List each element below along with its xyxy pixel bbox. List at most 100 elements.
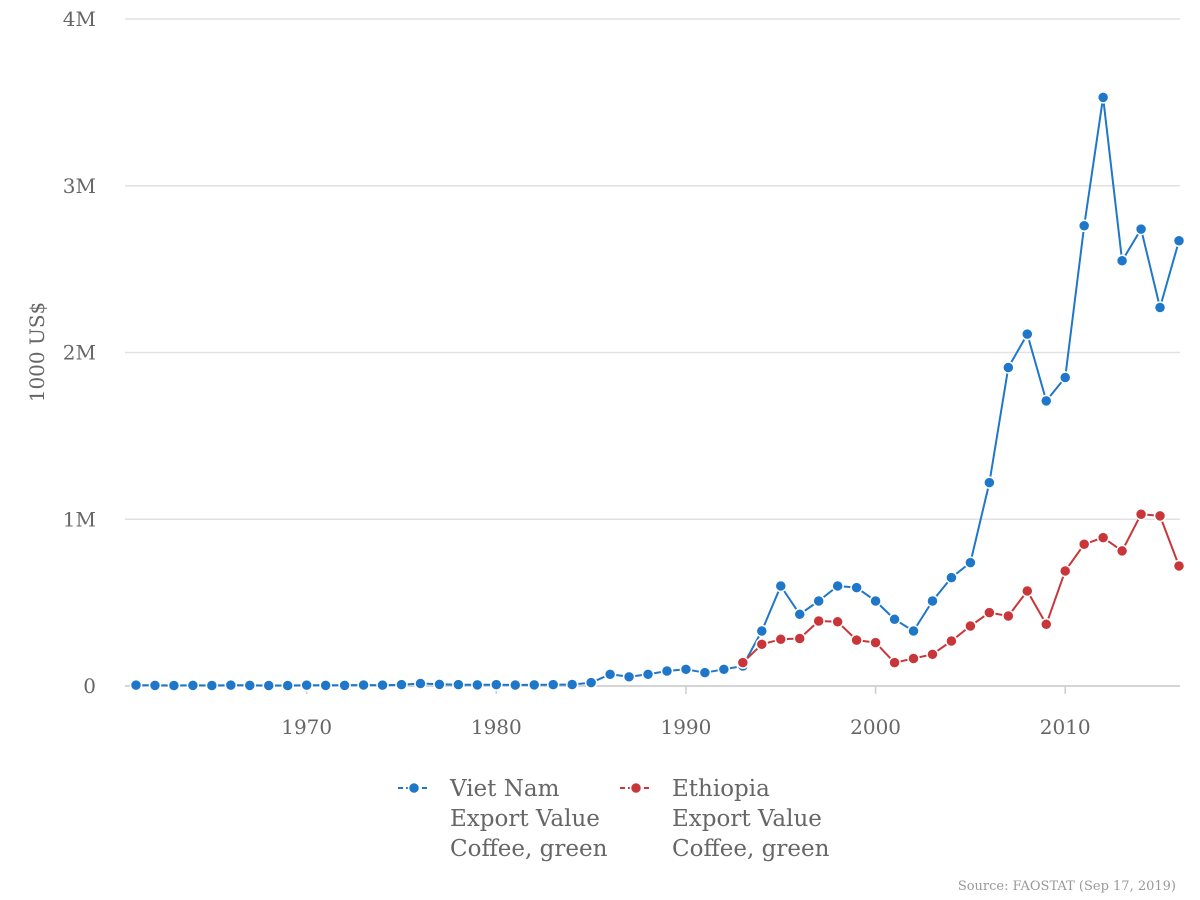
data-point[interactable] [793, 632, 806, 645]
data-point[interactable] [774, 579, 788, 593]
data-point[interactable] [755, 624, 769, 638]
legend-label: Ethiopia [672, 776, 770, 802]
data-point[interactable] [1115, 254, 1129, 268]
data-point[interactable] [1134, 222, 1148, 236]
data-point[interactable] [584, 676, 598, 689]
y-axis: 0 1M 2M 3M 4M [63, 7, 96, 698]
data-point[interactable] [850, 633, 863, 647]
data-point[interactable] [641, 668, 655, 681]
data-point[interactable] [1096, 91, 1110, 104]
x-tick-label: 1990 [660, 715, 711, 739]
data-point[interactable] [262, 679, 275, 692]
data-point[interactable] [1058, 371, 1072, 384]
data-point[interactable] [319, 679, 332, 692]
data-point[interactable] [812, 614, 825, 628]
source-note: Source: FAOSTAT (Sep 17, 2019) [958, 879, 1176, 894]
data-point[interactable] [945, 634, 958, 648]
data-point[interactable] [1040, 394, 1053, 408]
data-point[interactable] [964, 556, 977, 569]
data-point[interactable] [888, 656, 901, 669]
data-point[interactable] [983, 476, 996, 489]
data-point[interactable] [698, 666, 712, 679]
data-point[interactable] [357, 678, 370, 692]
data-point[interactable] [983, 606, 996, 619]
data-point[interactable] [831, 615, 844, 629]
data-point[interactable] [205, 679, 219, 692]
data-point[interactable] [622, 670, 636, 684]
data-point[interactable] [850, 581, 863, 594]
data-point[interactable] [376, 678, 389, 692]
data-point[interactable] [414, 677, 427, 690]
legend-marker-symbol [629, 781, 643, 795]
data-point[interactable] [338, 679, 351, 692]
data-point[interactable] [926, 594, 939, 608]
data-point[interactable] [679, 663, 693, 676]
data-point[interactable] [509, 678, 522, 692]
legend-label: Viet Nam [449, 776, 560, 802]
x-tick-label: 1980 [471, 715, 522, 739]
data-point[interactable] [1040, 618, 1053, 631]
legend-marker-symbol [407, 781, 421, 795]
data-point[interactable] [736, 656, 750, 669]
data-point[interactable] [793, 608, 806, 621]
data-point[interactable] [546, 678, 560, 691]
data-point[interactable] [1096, 531, 1110, 544]
grid [125, 18, 1180, 687]
data-point[interactable] [717, 663, 731, 676]
data-point[interactable] [186, 679, 200, 692]
series-ethiopia [736, 507, 1186, 669]
y-tick-label: 3M [63, 174, 96, 198]
data-point[interactable] [471, 678, 484, 692]
data-point[interactable] [964, 619, 977, 633]
data-point[interactable] [660, 664, 674, 678]
data-point[interactable] [1153, 509, 1167, 523]
y-axis-title: 1000 US$ [25, 302, 49, 403]
data-point[interactable] [812, 594, 825, 608]
legend-item-ethiopia[interactable]: Ethiopia Export Value Coffee, green [620, 776, 830, 862]
data-point[interactable] [1021, 584, 1034, 598]
legend-item-viet-nam[interactable]: Viet Nam Export Value Coffee, green [398, 776, 608, 862]
data-point[interactable] [167, 679, 181, 692]
data-point[interactable] [243, 679, 257, 692]
data-point[interactable] [869, 636, 882, 649]
data-point[interactable] [907, 624, 920, 638]
data-point[interactable] [755, 638, 769, 651]
data-point[interactable] [1058, 564, 1072, 578]
x-axis: 1970 1980 1990 2000 2010 [125, 685, 1180, 739]
data-point[interactable] [433, 678, 446, 691]
data-point[interactable] [395, 678, 408, 691]
data-point[interactable] [1115, 544, 1129, 558]
data-point[interactable] [869, 594, 882, 608]
data-point[interactable] [300, 678, 313, 692]
data-point[interactable] [452, 678, 465, 691]
data-point[interactable] [527, 678, 541, 692]
data-point[interactable] [1153, 301, 1167, 314]
data-point[interactable] [945, 571, 958, 584]
data-point[interactable] [1077, 538, 1091, 551]
data-point[interactable] [281, 679, 294, 692]
data-point[interactable] [774, 633, 788, 646]
legend-label: Export Value [672, 806, 822, 832]
series-line [742, 513, 1180, 664]
y-tick-label: 1M [63, 507, 96, 531]
data-point[interactable] [224, 678, 238, 692]
data-point[interactable] [831, 579, 844, 593]
data-point[interactable] [1002, 609, 1015, 623]
data-point[interactable] [1172, 234, 1186, 248]
data-point[interactable] [907, 652, 920, 665]
data-point[interactable] [888, 613, 901, 626]
data-point[interactable] [1002, 361, 1015, 374]
data-point[interactable] [1172, 559, 1186, 573]
data-point[interactable] [565, 678, 579, 691]
data-point[interactable] [1077, 219, 1091, 233]
data-point[interactable] [926, 648, 939, 661]
data-point[interactable] [1021, 327, 1034, 341]
data-point[interactable] [603, 668, 617, 681]
data-point[interactable] [129, 678, 143, 692]
legend-label: Export Value [450, 806, 600, 832]
data-point[interactable] [148, 679, 162, 692]
data-point[interactable] [490, 678, 503, 691]
data-point[interactable] [1134, 507, 1148, 521]
